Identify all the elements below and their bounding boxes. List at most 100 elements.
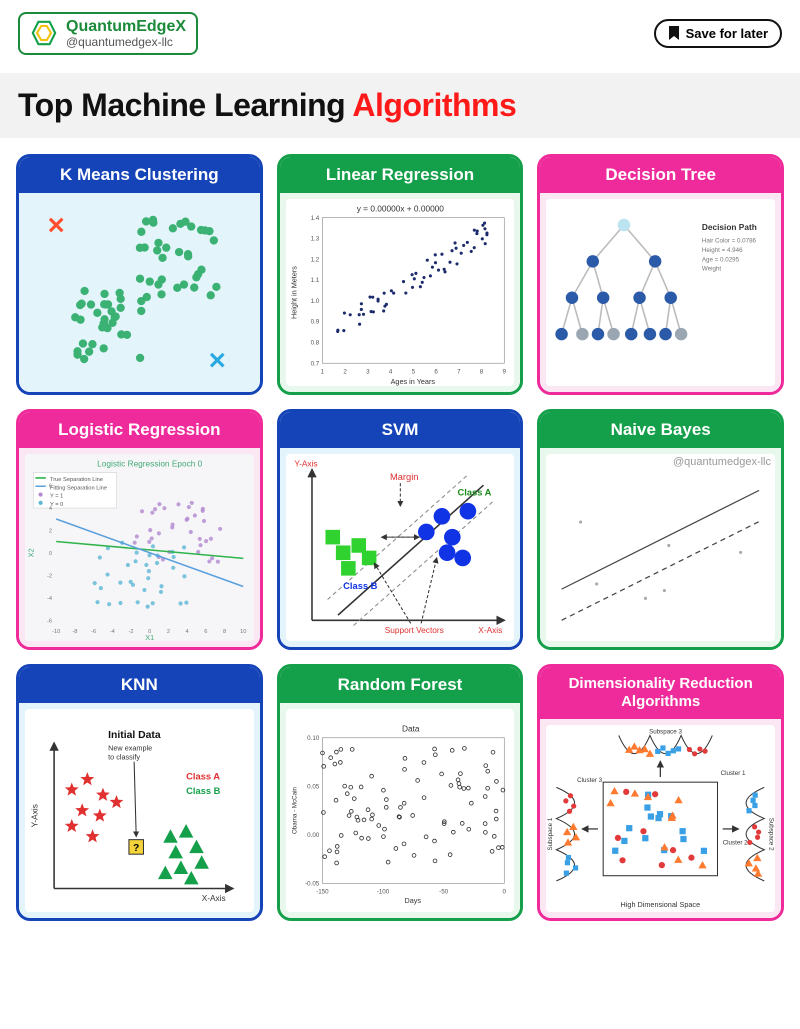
svg-text:Class A: Class A (186, 771, 220, 781)
card-svm: SVM Y-AxisX-AxisMarginClass AClass BSupp… (277, 409, 524, 650)
header: QuantumEdgeX @quantumedgex-llc Save for … (0, 0, 800, 67)
svg-text:Class B: Class B (186, 786, 221, 796)
page-title: Top Machine Learning Algorithms (18, 87, 782, 124)
cards-grid: K Means Clustering Linear Regression y =… (0, 138, 800, 937)
svg-text:4: 4 (186, 629, 189, 635)
card-body: @quantumedgex-llc (540, 448, 781, 647)
svg-text:-2: -2 (128, 629, 133, 635)
card-rforest: Random Forest Data -150 -100 -50 0 -0.05 0.00 0… (277, 664, 524, 921)
svg-text:New example: New example (108, 743, 152, 752)
svg-text:-0.05: -0.05 (305, 880, 320, 887)
svg-text:0.8: 0.8 (310, 339, 319, 346)
svg-text:0: 0 (502, 889, 506, 896)
brand-badge: QuantumEdgeX @quantumedgex-llc (18, 12, 198, 55)
card-title: SVM (280, 412, 521, 448)
svg-text:4: 4 (389, 368, 393, 375)
card-body: High Dimensional SpaceSubspace 3Subspace… (540, 719, 781, 918)
svg-text:Support Vectors: Support Vectors (384, 625, 443, 635)
svg-text:Cluster 3: Cluster 3 (578, 777, 603, 784)
svg-text:True Separation Line: True Separation Line (50, 477, 103, 483)
svg-text:Hair Color = 0.0786: Hair Color = 0.0786 (702, 237, 757, 244)
save-for-later-button[interactable]: Save for later (654, 19, 782, 48)
svg-text:2: 2 (49, 528, 52, 534)
svg-text:5: 5 (411, 368, 415, 375)
save-label: Save for later (686, 26, 768, 41)
svg-text:Cluster 1: Cluster 1 (721, 770, 746, 777)
svg-text:-4: -4 (110, 629, 115, 635)
svg-text:6: 6 (49, 483, 52, 489)
svg-text:0.00: 0.00 (307, 832, 320, 839)
watermark: @quantumedgex-llc (673, 456, 771, 468)
svg-text:0.10: 0.10 (307, 735, 320, 742)
nbayes-chart (546, 454, 775, 641)
svg-text:X-Axis: X-Axis (478, 625, 502, 635)
svg-text:1: 1 (320, 368, 324, 375)
brand-name: QuantumEdgeX (66, 18, 186, 36)
bookmark-icon (668, 26, 680, 40)
card-body: Decision PathHair Color = 0.0786Height =… (540, 193, 781, 392)
svg-text:X2: X2 (26, 548, 35, 557)
svg-text:Class A: Class A (457, 487, 491, 497)
svg-text:Height = 4.946: Height = 4.946 (702, 247, 743, 254)
svg-text:-10: -10 (52, 629, 60, 635)
svg-text:6: 6 (204, 629, 207, 635)
card-body: X-AxisY-Axis?Initial DataNew exampleto c… (19, 703, 260, 918)
svg-text:8: 8 (479, 368, 483, 375)
svg-text:Logistic Regression Epoch 0: Logistic Regression Epoch 0 (97, 458, 203, 468)
svg-text:Ages in Years: Ages in Years (390, 377, 435, 386)
card-knn: KNN X-AxisY-Axis?Initial DataNew example… (16, 664, 263, 921)
card-body: Y-AxisX-AxisMarginClass AClass BSupport … (280, 448, 521, 647)
logreg-chart: Logistic Regression Epoch 0 True Separati… (25, 454, 254, 641)
dimred-chart: High Dimensional SpaceSubspace 3Subspace… (546, 725, 775, 912)
knn-chart: X-AxisY-Axis?Initial DataNew exampleto c… (25, 709, 254, 912)
kmeans-chart (25, 199, 254, 386)
svg-text:Data: Data (402, 724, 420, 734)
card-title: Decision Tree (540, 157, 781, 193)
svg-text:9: 9 (502, 368, 506, 375)
svg-text:7: 7 (457, 368, 461, 375)
svg-text:X-Axis: X-Axis (202, 893, 226, 903)
svg-text:4: 4 (49, 506, 52, 512)
svg-text:1.3: 1.3 (310, 235, 319, 242)
card-logreg: Logistic Regression Logistic Regression … (16, 409, 263, 650)
linreg-chart: y = 0.00000x + 0.000001234567890.70.80.9… (286, 199, 515, 386)
title-bar: Top Machine Learning Algorithms (0, 73, 800, 138)
card-dtree: Decision Tree Decision PathHair Color = … (537, 154, 784, 395)
svg-text:Y-Axis: Y-Axis (294, 458, 317, 468)
svg-text:Days: Days (404, 896, 421, 905)
card-body: Logistic Regression Epoch 0 True Separati… (19, 448, 260, 647)
svg-text:-2: -2 (47, 573, 52, 579)
svg-text:Initial Data: Initial Data (108, 730, 161, 741)
svg-text:Cluster 2: Cluster 2 (723, 840, 748, 847)
svg-text:8: 8 (223, 629, 226, 635)
svg-text:10: 10 (240, 629, 246, 635)
svg-text:2: 2 (167, 629, 170, 635)
rforest-chart: Data-150-100-500-0.050.000.050.10DaysOba… (286, 709, 515, 912)
card-title: Logistic Regression (19, 412, 260, 448)
svg-text:6: 6 (434, 368, 438, 375)
svg-text:?: ? (133, 843, 139, 854)
svg-text:Weight: Weight (702, 266, 722, 273)
card-nbayes: Naive Bayes @quantumedgex-llc (537, 409, 784, 650)
dtree-chart: Decision PathHair Color = 0.0786Height =… (546, 199, 775, 386)
svg-text:to classify: to classify (108, 753, 140, 762)
svg-text:Age = 0.0295: Age = 0.0295 (702, 256, 740, 263)
svg-text:-100: -100 (376, 889, 389, 896)
card-body: y = 0.00000x + 0.000001234567890.70.80.9… (280, 193, 521, 392)
svg-text:X1: X1 (145, 633, 154, 641)
brand-handle: @quantumedgex-llc (66, 36, 186, 49)
card-title: K Means Clustering (19, 157, 260, 193)
card-title: KNN (19, 667, 260, 703)
card-title: Dimensionality Reduction Algorithms (540, 667, 781, 719)
svg-text:-6: -6 (47, 618, 52, 624)
svg-text:-50: -50 (439, 889, 449, 896)
card-title: Random Forest (280, 667, 521, 703)
svg-text:-150: -150 (316, 889, 329, 896)
svm-chart: Y-AxisX-AxisMarginClass AClass BSupport … (286, 454, 515, 641)
svg-text:Fitting Separation Line: Fitting Separation Line (50, 485, 107, 491)
svg-text:0.05: 0.05 (307, 783, 320, 790)
svg-text:2: 2 (343, 368, 347, 375)
svg-text:-4: -4 (47, 596, 52, 602)
svg-text:1.1: 1.1 (310, 277, 319, 284)
card-title: Linear Regression (280, 157, 521, 193)
